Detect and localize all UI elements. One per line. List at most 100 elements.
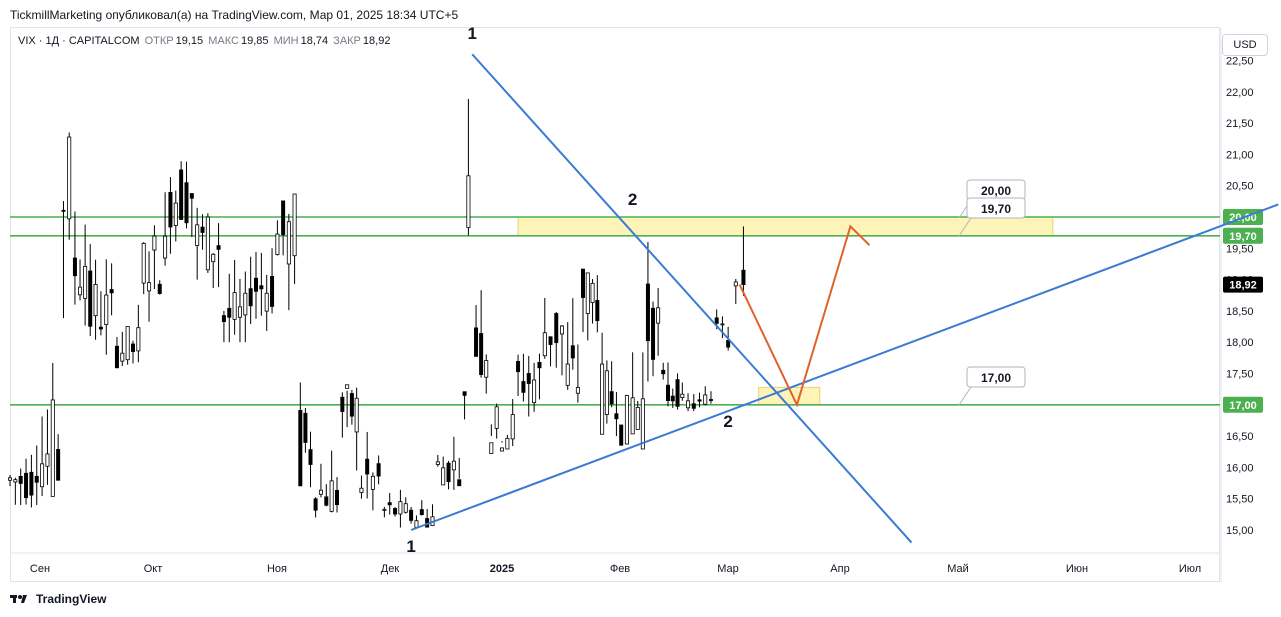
legend-low-value: 18,74 — [300, 35, 329, 47]
candle-body — [259, 285, 264, 290]
candle-body — [120, 352, 125, 362]
candle-body — [708, 399, 713, 401]
legend-open-label: ОТКР — [144, 35, 174, 47]
x-tick-label: Дек — [381, 563, 400, 575]
currency-button[interactable]: USD — [1222, 34, 1268, 56]
candle-body — [457, 479, 462, 487]
candle-body — [13, 479, 18, 483]
projection-path — [738, 224, 871, 408]
candle-body — [281, 200, 286, 236]
candle-body — [340, 396, 345, 412]
candle-body — [98, 326, 103, 330]
candle-body — [714, 317, 719, 324]
candle-body — [275, 233, 280, 255]
y-tick-label: 21,50 — [1226, 118, 1254, 130]
candle-body — [500, 447, 505, 452]
legend-close-value: 18,92 — [362, 35, 391, 47]
footer-brand: TradingView — [10, 592, 106, 606]
candle-body — [93, 284, 98, 317]
candle-body — [505, 437, 510, 450]
x-tick-label: Сен — [30, 563, 50, 575]
symbol-legend: VIX · 1Д · CAPITALCOM ОТКР 19,15 МАКС 19,8… — [18, 35, 392, 47]
candle-body — [604, 370, 609, 415]
candle-body — [270, 276, 275, 307]
level-callout-box — [966, 366, 1026, 388]
legend-symbol[interactable]: VIX · 1Д · CAPITALCOM — [18, 35, 140, 47]
candle-body — [72, 257, 77, 277]
candle-body — [157, 283, 162, 294]
publication-header: TickmillMarketing опубликовал(а) на Trad… — [10, 8, 459, 22]
level-callout-box — [966, 197, 1026, 219]
candle-body — [114, 345, 119, 369]
last-price-tag — [1223, 276, 1263, 293]
highlight-zone — [517, 216, 1054, 237]
candle-body — [78, 286, 83, 296]
candle-body — [141, 242, 146, 284]
candle-body — [298, 409, 303, 487]
candle-body — [419, 509, 424, 516]
candle-body — [537, 362, 542, 369]
level-callout-label: 20,00 — [981, 184, 1011, 198]
candle-body — [590, 282, 595, 303]
y-tick-label: 19,50 — [1226, 243, 1254, 255]
level-price-tag — [1223, 227, 1263, 244]
candle-body — [195, 224, 200, 246]
candle-body — [595, 300, 600, 322]
candle-body — [168, 192, 173, 228]
candle-body — [624, 395, 629, 445]
candle-body — [435, 461, 440, 465]
y-tick-label: 15,00 — [1226, 525, 1254, 537]
wave-label: 2 — [628, 190, 637, 209]
y-tick-label: 16,00 — [1226, 462, 1254, 474]
y-tick-label: 18,00 — [1226, 337, 1254, 349]
candle-body — [466, 175, 471, 229]
candle-body — [554, 313, 559, 344]
candle-body — [575, 387, 580, 394]
candle-body — [354, 397, 359, 433]
candle-body — [675, 379, 680, 407]
candle-body — [640, 398, 645, 450]
candle-body — [163, 235, 168, 259]
x-tick-label: Мар — [717, 563, 739, 575]
candle-body — [635, 406, 640, 430]
candle-body — [494, 406, 499, 429]
wave-label: 1 — [406, 537, 415, 556]
candle-body — [516, 361, 521, 373]
candle-body — [227, 307, 232, 318]
candle-body — [451, 460, 456, 471]
candle-body — [484, 360, 489, 378]
chart-area[interactable] — [10, 27, 1220, 582]
candle-body — [726, 340, 731, 348]
candle-body — [489, 442, 494, 454]
candle-body — [510, 414, 515, 440]
candle-body — [570, 345, 575, 359]
legend-high-label: МАКС — [208, 35, 239, 47]
x-tick-label: Окт — [144, 563, 163, 575]
candle-body — [152, 235, 157, 251]
candle-body — [542, 332, 547, 357]
y-tick-label: 18,50 — [1226, 306, 1254, 318]
candle-body — [441, 467, 446, 486]
candle-body — [292, 193, 297, 257]
wave-label: 1 — [467, 24, 476, 43]
level-callout-label: 19,70 — [981, 202, 1011, 216]
x-tick-label: Фев — [610, 563, 630, 575]
wave-label: 2 — [723, 412, 732, 431]
candle-body — [703, 394, 708, 405]
legend-open-value: 19,15 — [175, 35, 204, 47]
candle-body — [398, 501, 403, 515]
candle-body — [349, 393, 354, 417]
candle-body — [479, 333, 484, 375]
candle-body — [173, 202, 178, 226]
candle-body — [232, 292, 237, 320]
candle-body — [370, 475, 375, 490]
y-tick-label: 16,50 — [1226, 431, 1254, 443]
level-callout-pointer — [958, 217, 972, 237]
candle-body — [313, 498, 318, 511]
candle-body — [264, 292, 269, 312]
candle-body — [50, 399, 55, 497]
candle-body — [345, 384, 350, 389]
candle-body — [686, 400, 691, 409]
tradingview-logo-icon — [10, 595, 27, 603]
